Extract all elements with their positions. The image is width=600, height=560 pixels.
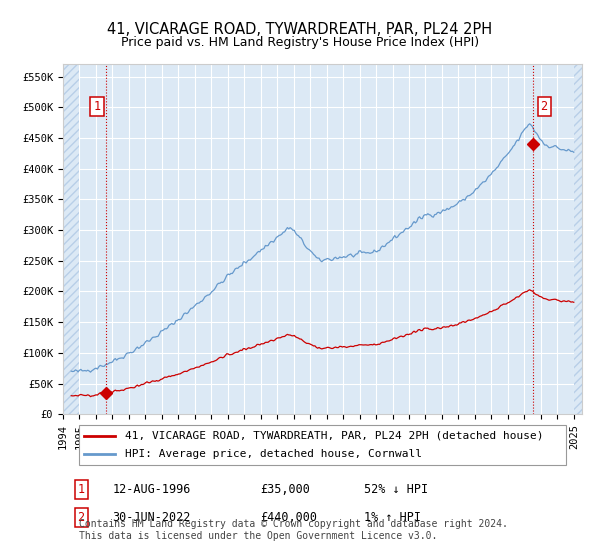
Text: 41, VICARAGE ROAD, TYWARDREATH, PAR, PL24 2PH (detached house): 41, VICARAGE ROAD, TYWARDREATH, PAR, PL2… (125, 431, 544, 441)
Text: £440,000: £440,000 (260, 511, 317, 524)
Text: 1% ↑ HPI: 1% ↑ HPI (364, 511, 421, 524)
Text: 30-JUN-2022: 30-JUN-2022 (112, 511, 191, 524)
Text: 2: 2 (77, 511, 85, 524)
Text: 1: 1 (94, 100, 101, 113)
Text: £35,000: £35,000 (260, 483, 310, 496)
Bar (63, 64, 79, 414)
Text: 2: 2 (541, 100, 548, 113)
Text: Price paid vs. HM Land Registry's House Price Index (HPI): Price paid vs. HM Land Registry's House … (121, 36, 479, 49)
Text: HPI: Average price, detached house, Cornwall: HPI: Average price, detached house, Corn… (125, 449, 422, 459)
Text: 1: 1 (77, 483, 85, 496)
Text: 52% ↓ HPI: 52% ↓ HPI (364, 483, 428, 496)
Bar (574, 64, 582, 414)
Text: 12-AUG-1996: 12-AUG-1996 (112, 483, 191, 496)
Text: Contains HM Land Registry data © Crown copyright and database right 2024.
This d: Contains HM Land Registry data © Crown c… (79, 519, 508, 541)
Text: 41, VICARAGE ROAD, TYWARDREATH, PAR, PL24 2PH: 41, VICARAGE ROAD, TYWARDREATH, PAR, PL2… (107, 22, 493, 38)
